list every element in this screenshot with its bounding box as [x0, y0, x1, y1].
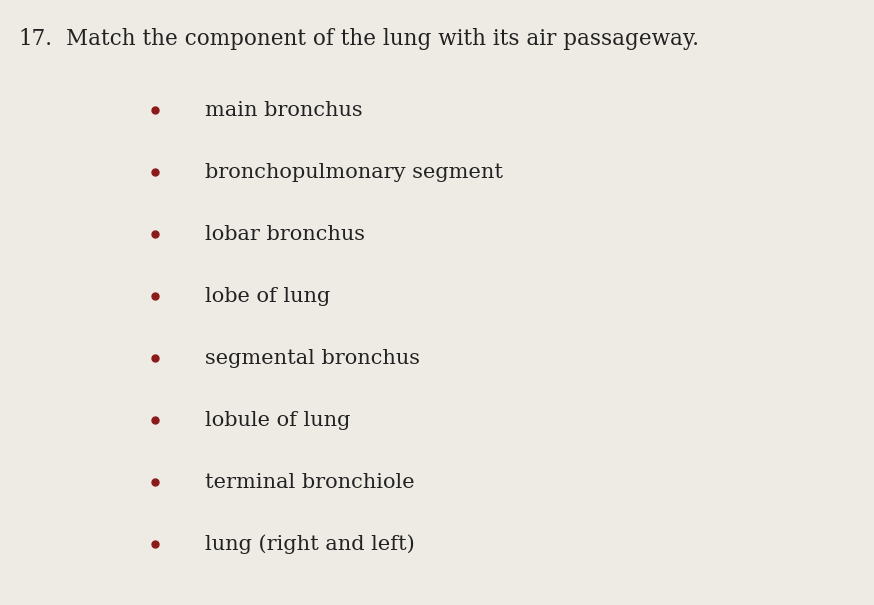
Text: lobe of lung: lobe of lung: [205, 287, 330, 306]
Text: lobar bronchus: lobar bronchus: [205, 224, 365, 243]
Text: lung (right and left): lung (right and left): [205, 534, 415, 554]
Text: bronchopulmonary segment: bronchopulmonary segment: [205, 163, 503, 182]
Text: main bronchus: main bronchus: [205, 100, 363, 120]
Text: Match the component of the lung with its air passageway.: Match the component of the lung with its…: [66, 28, 699, 50]
Text: segmental bronchus: segmental bronchus: [205, 348, 420, 367]
Text: 17.: 17.: [18, 28, 52, 50]
Text: terminal bronchiole: terminal bronchiole: [205, 473, 414, 491]
Text: lobule of lung: lobule of lung: [205, 411, 350, 430]
